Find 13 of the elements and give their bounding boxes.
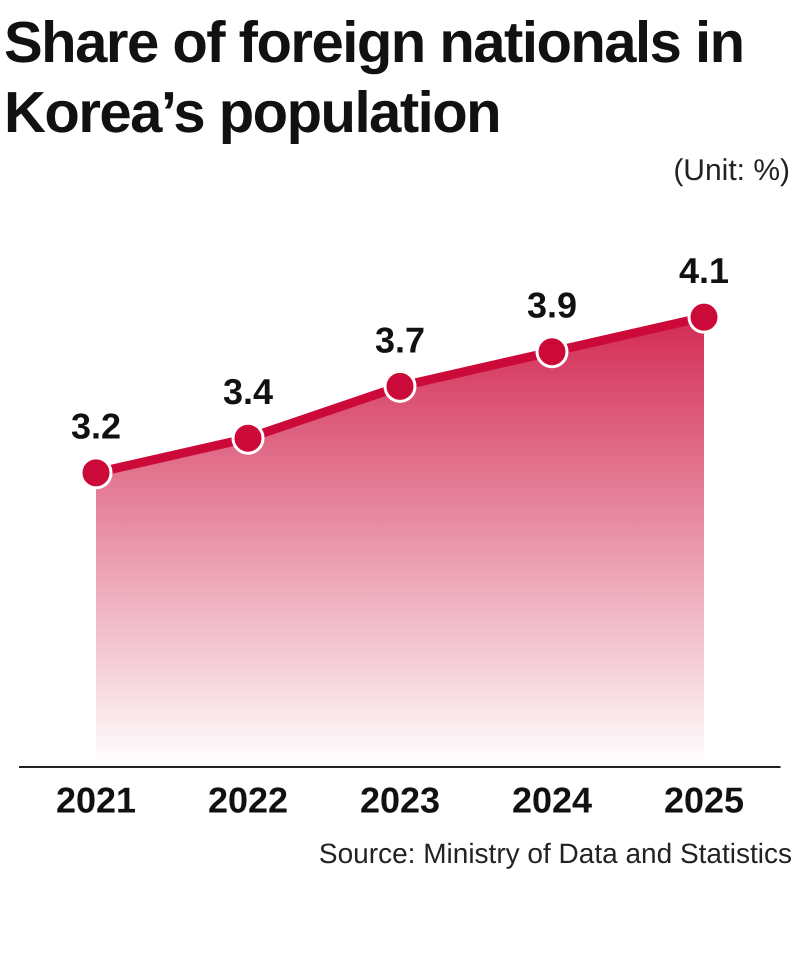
chart-subtitle: (Unit: %): [672, 154, 790, 188]
data-label: 3.7: [374, 319, 426, 360]
x-tick-label: 2024: [512, 779, 592, 820]
data-label: 3.9: [526, 284, 578, 326]
data-label: 3.4: [222, 371, 274, 412]
x-tick-label: 2023: [360, 779, 440, 820]
chart-title: Share of foreign nationals in Korea’s population: [4, 9, 745, 147]
data-label: 4.1: [678, 250, 730, 292]
data-label: 3.2: [70, 406, 122, 447]
x-tick-label: 2022: [208, 779, 288, 820]
x-tick-label: 2025: [664, 779, 744, 820]
annotation: Source: Ministry of Data and Statistics: [318, 838, 792, 870]
x-tick-label: 2021: [56, 779, 136, 820]
